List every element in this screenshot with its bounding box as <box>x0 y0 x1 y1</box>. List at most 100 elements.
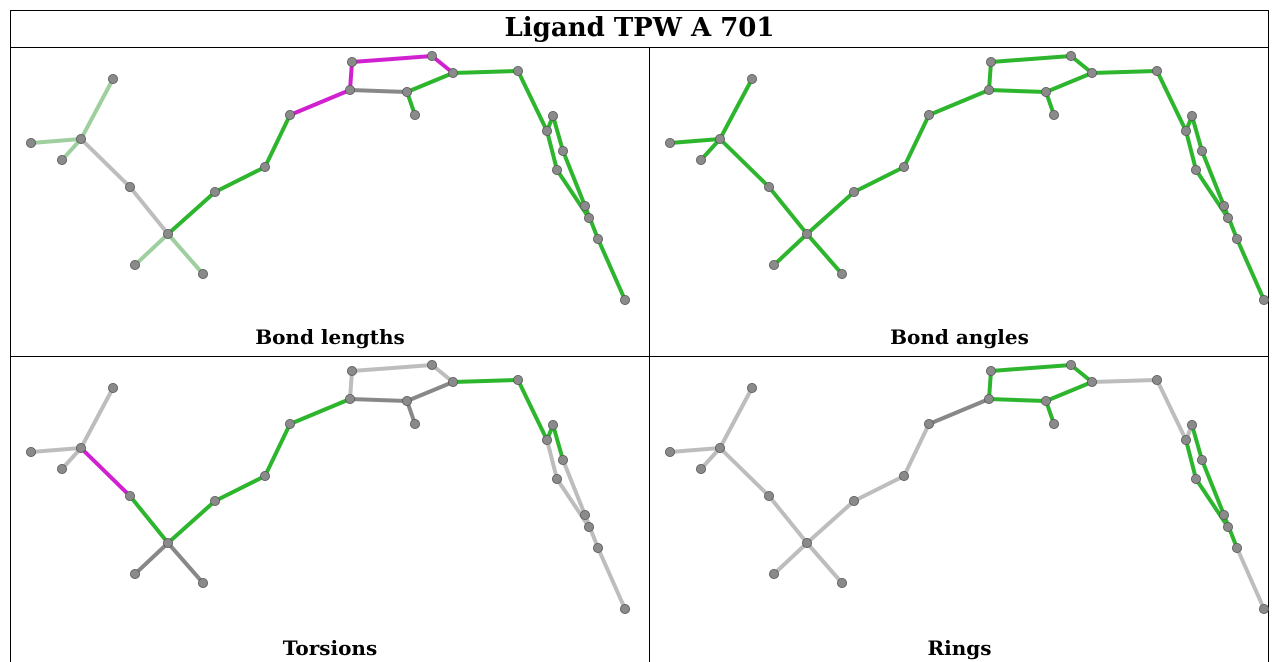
bond-b4 <box>805 232 844 276</box>
bond-h2 <box>668 446 722 454</box>
bond-b2 <box>767 494 809 545</box>
bond-b1 <box>718 137 771 189</box>
bond-s5 <box>561 149 587 208</box>
panel-bond-lengths: Bond lengths <box>11 48 649 356</box>
bond-s1 <box>1155 69 1188 133</box>
bond-s4 <box>1184 129 1198 172</box>
atom-a22 <box>552 474 563 485</box>
atom-a16 <box>1040 396 1051 407</box>
atom-a1 <box>108 73 119 84</box>
title-divider <box>10 47 1269 48</box>
bond-c2 <box>852 165 906 194</box>
bond-c1 <box>166 499 217 545</box>
column-divider <box>649 47 650 662</box>
atom-a19 <box>542 435 553 446</box>
atom-a21 <box>558 455 569 466</box>
atom-a24 <box>1223 521 1234 532</box>
atom-a14 <box>426 51 437 61</box>
atom-a13 <box>346 56 357 67</box>
atom-a1 <box>747 73 758 84</box>
atom-a3 <box>25 447 36 458</box>
bond-h2 <box>29 137 83 145</box>
figure-title: Ligand TPW A 701 <box>504 13 775 43</box>
atom-a20 <box>1187 420 1198 431</box>
atom-a7 <box>769 259 780 270</box>
atom-a13 <box>985 56 996 67</box>
bond-c6 <box>288 88 352 117</box>
bond-s4 <box>1184 438 1198 481</box>
atom-a11 <box>284 110 295 121</box>
atom-a2 <box>715 443 726 454</box>
atom-a23 <box>1219 509 1230 520</box>
bond-b4 <box>805 541 844 585</box>
atom-a20 <box>1187 111 1198 122</box>
bond-s7 <box>1222 513 1239 550</box>
panel-torsions: Torsions <box>11 357 649 662</box>
atom-a6 <box>801 228 812 239</box>
bond-s8 <box>1235 237 1266 302</box>
atom-a17 <box>1048 110 1059 121</box>
atom-a25 <box>1232 542 1243 553</box>
bond-c3 <box>263 113 292 169</box>
atom-a12 <box>983 394 994 405</box>
bond-c3 <box>263 422 292 478</box>
atom-a18 <box>512 374 523 385</box>
atom-a9 <box>848 495 859 506</box>
atom-a15 <box>447 67 458 78</box>
atom-a6 <box>162 537 173 548</box>
atom-a1 <box>108 382 119 393</box>
bond-s8 <box>596 237 627 302</box>
bond-r6 <box>987 397 1048 403</box>
atom-a6 <box>801 537 812 548</box>
bond-h1 <box>79 386 115 450</box>
atom-a4 <box>57 155 68 166</box>
bond-r2 <box>989 363 1073 373</box>
atom-a24 <box>1223 212 1234 223</box>
atom-a8 <box>197 577 208 588</box>
atom-a13 <box>346 365 357 376</box>
atom-a18 <box>512 65 523 76</box>
atom-a14 <box>1065 360 1076 370</box>
atom-a14 <box>426 360 437 370</box>
bond-b2 <box>128 185 170 236</box>
figure-frame <box>10 10 1269 662</box>
atom-a10 <box>259 471 270 482</box>
atom-a10 <box>898 471 909 482</box>
bond-c3 <box>902 113 931 169</box>
panel-label: Bond lengths <box>255 325 405 349</box>
bond-s3 <box>551 423 565 462</box>
atom-a10 <box>898 162 909 173</box>
atom-a17 <box>1048 419 1059 430</box>
bond-c5 <box>1090 378 1159 384</box>
bond-c6 <box>288 397 352 426</box>
bond-s8 <box>1235 546 1266 611</box>
atom-a16 <box>401 87 412 98</box>
atom-a8 <box>836 268 847 279</box>
bond-h1 <box>79 77 115 141</box>
atom-a22 <box>1191 165 1202 176</box>
atom-a24 <box>584 521 595 532</box>
atom-a7 <box>130 259 141 270</box>
atom-a21 <box>1197 455 1208 466</box>
atom-a23 <box>580 200 591 211</box>
bond-angles-molecule <box>664 51 1269 305</box>
atom-a6 <box>162 228 173 239</box>
bond-b3 <box>133 541 170 576</box>
atom-a17 <box>409 419 420 430</box>
bond-c1 <box>805 499 856 545</box>
bond-s7 <box>1222 204 1239 241</box>
rings-molecule <box>664 360 1269 614</box>
bond-c2 <box>213 165 267 194</box>
bond-b2 <box>128 494 170 545</box>
bond-b4 <box>166 232 205 276</box>
bond-s5 <box>1200 149 1226 208</box>
bond-c1 <box>166 190 217 236</box>
bond-b1 <box>79 446 132 498</box>
bond-b1 <box>718 446 771 498</box>
atom-a9 <box>209 186 220 197</box>
atom-a5 <box>764 181 775 192</box>
atom-a4 <box>696 155 707 166</box>
bond-lengths-molecule <box>25 51 631 305</box>
atom-a20 <box>548 111 559 122</box>
bond-r6 <box>348 88 409 94</box>
